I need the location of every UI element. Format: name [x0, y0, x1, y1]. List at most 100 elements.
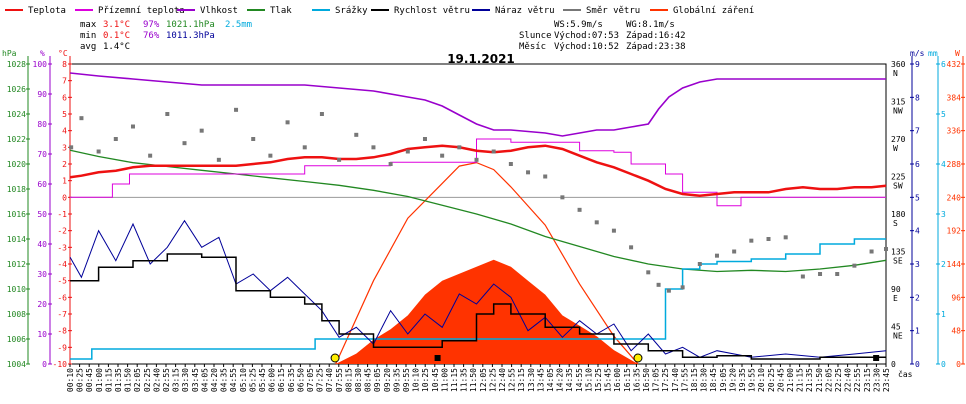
wind-axis-tick-label: 7 [915, 127, 920, 136]
temp-axis-tick-label: -4 [57, 260, 67, 269]
series-clear-sky [335, 161, 639, 365]
temp-axis-tick-label: -9 [57, 343, 67, 352]
x-tick-label: 14:05 [546, 368, 555, 392]
x-tick-label: 06:00 [268, 368, 277, 392]
x-tick-label: 00:25 [76, 368, 85, 392]
direction-point [319, 112, 324, 116]
stat-max-humidity: 97% [143, 20, 160, 30]
temp-axis-title: °C [58, 49, 68, 58]
x-tick-label: 21:15 [796, 368, 805, 392]
x-tick-label: 19:35 [738, 368, 747, 392]
x-tick-label: 01:50 [124, 368, 133, 392]
x-tick-label: 21:50 [815, 368, 824, 392]
wind-axis-tick-label: 5 [915, 193, 920, 202]
humidity-axis-tick-label: 80 [37, 120, 47, 129]
direction-tick-label: 90 [891, 285, 901, 294]
temp-axis-tick-label: -3 [57, 243, 67, 252]
stat-avg-label: avg [80, 42, 96, 52]
x-tick-label: 23:15 [863, 368, 872, 392]
hpa-axis-tick-label: 1004 [7, 360, 26, 369]
temp-axis-tick-label: 3 [62, 143, 67, 152]
x-tick-label: 14:55 [575, 368, 584, 392]
x-tick-label: 12:05 [479, 368, 488, 392]
direction-compass-label: SE [893, 257, 903, 266]
temp-axis-tick-label: 7 [62, 77, 67, 86]
x-tick-label: 02:55 [162, 368, 171, 392]
x-tick-label: 03:30 [181, 368, 190, 392]
direction-tick-label: 225 [891, 173, 906, 182]
rain-axis-tick-label: 6 [941, 60, 946, 69]
rain-axis-tick-label: 0 [941, 360, 946, 369]
wind-axis-tick-label: 8 [915, 93, 920, 102]
plot-area [69, 72, 888, 365]
stat-max-rain: 2.5mm [225, 20, 252, 30]
direction-compass-label: W [893, 144, 898, 153]
direction-point [629, 245, 634, 250]
direction-point [666, 288, 671, 293]
direction-point [96, 149, 101, 154]
wind-axis-tick-label: 4 [915, 227, 920, 236]
x-tick-label: 04:35 [220, 368, 229, 392]
rain-axis-title: mm [928, 49, 938, 58]
direction-compass-label: E [893, 294, 898, 303]
wind-axis-tick-label: 2 [915, 293, 920, 302]
x-tick-label: 09:20 [383, 368, 392, 392]
x-tick-label: 12:55 [508, 368, 517, 392]
x-tick-label: 11:50 [469, 368, 478, 392]
x-tick-label: 23:30 [872, 368, 881, 392]
x-tick-label: 23:45 [882, 368, 891, 392]
direction-compass-label: SW [893, 182, 903, 191]
temp-axis-tick-label: -6 [57, 293, 67, 302]
direction-point [869, 249, 874, 254]
direction-point [749, 238, 754, 243]
hpa-axis-tick-label: 1016 [7, 210, 26, 219]
wind-axis-tick-label: 0 [915, 360, 920, 369]
x-tick-label: 17:25 [661, 368, 670, 392]
rain-axis-tick-label: 2 [941, 260, 946, 269]
x-tick-label: 13:15 [517, 368, 526, 392]
direction-point [268, 153, 273, 158]
x-tick-label: 10:10 [412, 368, 421, 392]
x-tick-label: 05:10 [239, 368, 248, 392]
x-tick-label: 21:35 [805, 368, 814, 392]
humidity-axis-title: % [40, 49, 45, 58]
direction-tick-label: 180 [891, 210, 906, 219]
sun-moon-info: WS:5.9m/s WG:8.1m/s Slunce Východ:07:53 … [519, 20, 686, 52]
x-tick-label: 13:30 [527, 368, 536, 392]
direction-point [422, 137, 427, 141]
info-moonrise: Východ:10:52 [554, 42, 619, 52]
x-tick-label: 07:40 [325, 368, 334, 392]
radiation-axis-tick-label: 336 [947, 127, 962, 136]
direction-point [302, 145, 307, 150]
x-tick-label: 01:35 [114, 368, 123, 392]
direction-tick-label: 360 [891, 60, 906, 69]
x-tick-label: 02:05 [133, 368, 142, 392]
series-wind [70, 253, 886, 360]
radiation-axis-tick-label: 48 [951, 327, 961, 336]
x-tick-label: 18:15 [690, 368, 699, 392]
humidity-axis-tick-label: 100 [33, 60, 48, 69]
x-tick-label: 22:25 [834, 368, 843, 392]
direction-tick-label: 0 [891, 360, 896, 369]
x-tick-label: 18:30 [700, 368, 709, 392]
hpa-axis-tick-label: 1026 [7, 85, 26, 94]
x-tick-label: 03:15 [172, 368, 181, 392]
rain-axis-tick-label: 4 [941, 160, 946, 169]
legend-label-radiation: Globální záření [673, 6, 754, 16]
direction-point [732, 249, 737, 254]
direction-point [884, 247, 888, 251]
direction-point [79, 116, 84, 121]
direction-point [199, 128, 204, 133]
x-tick-label: 10:45 [431, 368, 440, 392]
humidity-axis-tick-label: 10 [37, 330, 47, 339]
direction-point [216, 157, 221, 162]
x-tick-label: 09:05 [373, 368, 382, 392]
x-tick-label: 08:30 [354, 368, 363, 392]
x-tick-label: 00:45 [85, 368, 94, 392]
x-tick-label: 07:05 [306, 368, 315, 392]
x-tick-label: 14:20 [556, 368, 565, 392]
direction-tick-label: 135 [891, 248, 906, 257]
hpa-axis-title: hPa [2, 49, 17, 58]
rain-axis-tick-label: 5 [941, 110, 946, 119]
stat-avg-temp: 1.4°C [103, 42, 130, 52]
